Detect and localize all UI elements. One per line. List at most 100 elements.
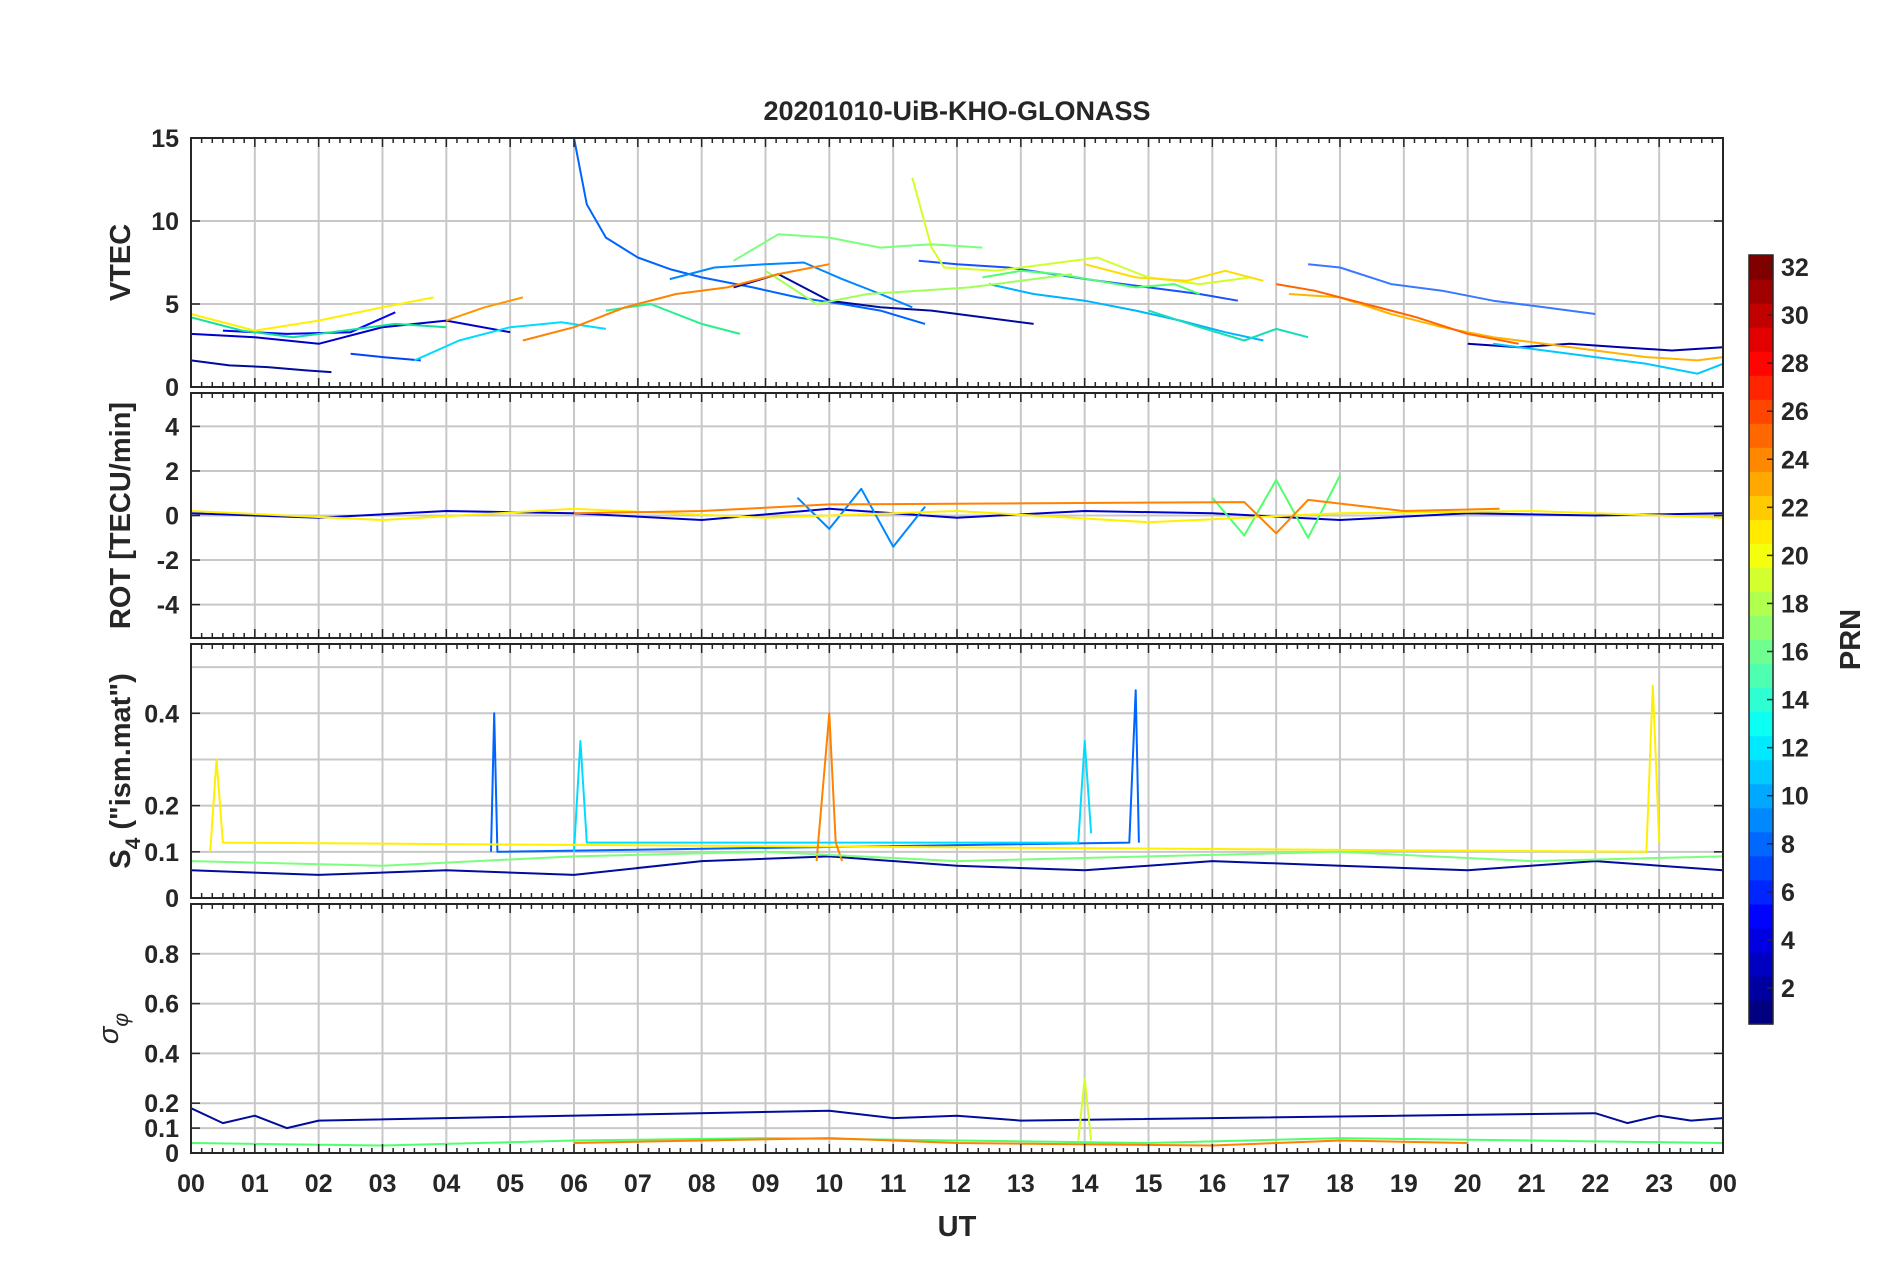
panel-s4: 00.10.20.4S4 ("ism.mat"): [105, 643, 1724, 913]
colorbar-band: [1749, 711, 1773, 737]
colorbar-tick-label: 20: [1781, 542, 1809, 570]
y-tick-label: 0.1: [144, 1115, 179, 1143]
x-tick-label: 06: [560, 1170, 588, 1198]
colorbar-tick-label: 14: [1781, 687, 1809, 715]
series-prn-12: [573, 740, 1093, 852]
series-group: [190, 684, 1724, 876]
x-tick-label: 18: [1326, 1170, 1354, 1198]
y-label-sub: 4: [122, 837, 145, 849]
colorbar-band: [1749, 807, 1773, 833]
y-tick-label: 10: [151, 208, 179, 236]
x-tick-label: 15: [1135, 1170, 1163, 1198]
series-prn-16: [190, 1137, 1724, 1147]
series-prn-21: [1084, 263, 1264, 282]
x-tick-label: 03: [369, 1170, 397, 1198]
series-prn-19: [1077, 1077, 1093, 1141]
series-prn-17: [733, 233, 983, 262]
y-tick-label: 0: [165, 503, 179, 531]
y-tick-label: 0.2: [144, 793, 179, 821]
y-tick-label: 0: [165, 374, 179, 402]
series-prn-1: [190, 855, 1724, 876]
y-axis-label: ROT [TECU/min]: [105, 402, 137, 629]
y-ticks: -4 -2 0 2 4: [157, 413, 1723, 620]
colorbar-tick-label: 22: [1781, 494, 1809, 522]
series-prn-12: [413, 321, 607, 362]
series-prn-1: [190, 359, 332, 374]
x-tick-label: 20: [1454, 1170, 1482, 1198]
x-tick-label: 13: [1007, 1170, 1035, 1198]
x-axis: 00 01 02 03 04 05 06 07 08 09 10 11 12 13 14 15 16 17 18 19…: [177, 1170, 1737, 1198]
y-ticks: 0 5 10 15: [151, 125, 1723, 402]
series-prn-17: [190, 850, 1724, 867]
y-tick-label: 0.4: [144, 1040, 179, 1068]
series-prn-19: [911, 177, 1251, 286]
x-tick-label: 00: [1709, 1170, 1737, 1198]
x-tick-label: 21: [1518, 1170, 1546, 1198]
x-tick-label: 08: [688, 1170, 716, 1198]
grid: [190, 393, 1724, 638]
y-tick-label: 0.6: [144, 991, 179, 1019]
grid: [190, 904, 1724, 1153]
series-prn-18: [764, 269, 1073, 305]
series-prn-24: [815, 712, 844, 862]
y-label-sub: φ: [110, 1013, 133, 1027]
y-tick-label: 0: [165, 885, 179, 913]
x-tick-label: 02: [305, 1170, 333, 1198]
x-tick-label: 05: [496, 1170, 524, 1198]
colorbar-tick-label: 4: [1781, 927, 1795, 955]
x-tick-label: 10: [815, 1170, 843, 1198]
series-prn-14: [190, 316, 447, 339]
series-prn-24: [573, 498, 1500, 535]
x-tick-label: 22: [1581, 1170, 1609, 1198]
colorbar-tick-label: 24: [1781, 446, 1809, 474]
colorbar-band: [1749, 375, 1773, 400]
y-label-main: S: [105, 849, 137, 868]
y-label-rest: ("ism.mat"): [105, 673, 137, 837]
x-tick-label: 04: [432, 1170, 460, 1198]
series-prn-16: [982, 269, 1200, 295]
y-ticks: 00.10.2 0.4 0.6 0.8: [144, 941, 1723, 1168]
series-prn-9: [988, 283, 1264, 342]
series-prn-13: [1148, 309, 1309, 342]
colorbar-band: [1749, 471, 1773, 496]
series-prn-25: [1276, 283, 1519, 345]
colorbar-band: [1749, 999, 1773, 1025]
series-prn-10: [1307, 263, 1596, 315]
x-axis-label: UT: [938, 1211, 977, 1243]
colorbar-band: [1749, 759, 1773, 785]
x-tick-label: 09: [752, 1170, 780, 1198]
grid: [190, 644, 1724, 898]
colorbar-tick-label: 30: [1781, 302, 1809, 330]
x-tick-label: 19: [1390, 1170, 1418, 1198]
y-tick-label: 5: [165, 291, 179, 319]
colorbar-tick-label: 26: [1781, 398, 1809, 426]
series-group: [190, 137, 1724, 375]
chart-title: 20201010-UiB-KHO-GLONASS: [763, 96, 1150, 126]
colorbar-band: [1749, 279, 1773, 304]
y-axis-label: VTEC: [105, 224, 137, 301]
y-tick-label: 0.2: [144, 1090, 179, 1118]
colorbar-band: [1749, 423, 1773, 448]
panel-rot: -4 -2 0 2 4 ROT [TECU/min]: [105, 392, 1724, 639]
panel-sigma: 00.10.2 0.4 0.6 0.8 σφ: [93, 903, 1724, 1168]
colorbar-band: [1749, 615, 1773, 641]
colorbar-band: [1749, 567, 1773, 593]
axes-frame: [190, 643, 1724, 899]
colorbar-tick-label: 8: [1781, 831, 1795, 859]
colorbar-band: [1749, 855, 1773, 881]
x-tick-label: 11: [880, 1170, 907, 1198]
x-tick-label: 12: [943, 1170, 971, 1198]
x-tick-label: 00: [177, 1170, 205, 1198]
colorbar-tick-label: 10: [1781, 783, 1809, 811]
colorbar-band: [1749, 903, 1773, 929]
y-tick-label: 2: [165, 458, 179, 486]
y-label-main: σ: [93, 1025, 125, 1044]
series-prn-1: [190, 1107, 1724, 1130]
y-tick-label: -4: [157, 592, 179, 620]
y-axis-label: σφ: [93, 1013, 133, 1045]
colorbar-label: PRN: [1835, 609, 1867, 670]
series-prn-26: [1493, 342, 1724, 375]
